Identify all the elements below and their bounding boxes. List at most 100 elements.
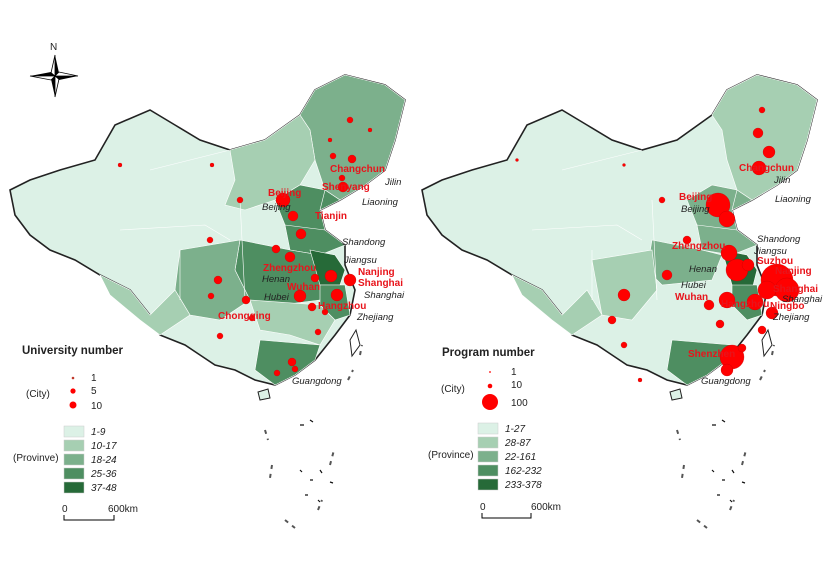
city-label: Shenzhen bbox=[688, 349, 735, 360]
province-borders bbox=[119, 149, 246, 301]
province-label: Liaoning bbox=[775, 194, 812, 205]
scale-bar bbox=[63, 515, 115, 521]
legend-swatch bbox=[63, 481, 85, 494]
city-dot bbox=[275, 192, 291, 208]
province-label: Hubei bbox=[264, 292, 290, 303]
city-dot bbox=[236, 196, 244, 204]
city-label: Hangzhou bbox=[721, 299, 769, 310]
city-dot bbox=[757, 325, 767, 335]
city-dot bbox=[752, 127, 764, 139]
legend-swatch bbox=[477, 464, 499, 477]
south-sea-islands bbox=[711, 419, 746, 503]
city-dot bbox=[213, 275, 223, 285]
city-dot bbox=[718, 291, 736, 309]
city-label: Changchun bbox=[739, 163, 794, 174]
city-dot bbox=[284, 251, 296, 263]
province-label: Henan bbox=[262, 274, 290, 285]
legend-class-label: 233-378 bbox=[504, 480, 542, 491]
left-map-labels: Changchun Shenyang Beijing Tianjin Zheng… bbox=[218, 164, 405, 387]
city-dot bbox=[746, 293, 764, 311]
province-region bbox=[254, 339, 321, 386]
province-label: Shandong bbox=[342, 237, 386, 248]
city-dot bbox=[762, 145, 776, 159]
province-label: Jilin bbox=[384, 177, 401, 188]
legend-class-label: 37-48 bbox=[91, 483, 117, 494]
province-region bbox=[99, 274, 191, 336]
city-label: Beijing bbox=[679, 192, 712, 203]
city-label: Hangzhou bbox=[318, 301, 366, 312]
scale-start: 0 bbox=[62, 504, 68, 515]
city-dot bbox=[622, 163, 626, 167]
city-dot bbox=[307, 302, 317, 312]
province-region bbox=[696, 224, 758, 256]
city-dot bbox=[293, 289, 307, 303]
city-dot bbox=[715, 319, 725, 329]
city-label: Tianjin bbox=[315, 211, 347, 222]
city-dot bbox=[751, 160, 767, 176]
city-dot bbox=[367, 127, 373, 133]
province-borders bbox=[531, 149, 658, 301]
scale-bar bbox=[481, 513, 532, 519]
legend-swatch bbox=[477, 478, 499, 491]
city-label: Changchun bbox=[330, 164, 385, 175]
province-label: Hubei bbox=[681, 280, 707, 291]
legend-size-label: 1 bbox=[91, 373, 97, 384]
taiwan-island bbox=[761, 328, 773, 358]
province-label: Shanghai bbox=[782, 294, 823, 305]
legend-size-label: 10 bbox=[91, 401, 103, 412]
program-map bbox=[421, 74, 818, 529]
city-label: Wuhan bbox=[287, 282, 320, 293]
legend-class-label: 1-9 bbox=[91, 427, 106, 438]
city-dot bbox=[758, 106, 766, 114]
province-region bbox=[711, 74, 818, 201]
city-label: Chongqing bbox=[218, 311, 271, 322]
left-legend: University number (City) 1 5 10 (Provinv… bbox=[13, 345, 138, 521]
city-label: Shanghai bbox=[358, 278, 403, 289]
scale-start: 0 bbox=[480, 502, 486, 513]
legend-city-label: (City) bbox=[441, 384, 465, 395]
province-label: Guangdong bbox=[292, 376, 342, 387]
city-dot bbox=[705, 192, 731, 218]
city-dot bbox=[295, 228, 307, 240]
province-region bbox=[591, 249, 658, 321]
city-dot bbox=[346, 116, 354, 124]
legend-class-label: 25-36 bbox=[90, 469, 117, 480]
taiwan-island bbox=[349, 328, 361, 358]
province-label: Liaoning bbox=[362, 197, 399, 208]
city-dot bbox=[321, 308, 329, 316]
legend-swatch bbox=[477, 450, 499, 463]
city-dot bbox=[207, 292, 215, 300]
legend-title: Program number bbox=[442, 347, 535, 359]
legend-size-label: 5 bbox=[91, 386, 97, 397]
north-arrow-icon: N bbox=[29, 42, 79, 98]
city-dot bbox=[637, 377, 643, 383]
province-label: Jiangsu bbox=[343, 255, 377, 266]
city-label: Zhengzhou bbox=[263, 263, 316, 274]
legend-class-label: 162-232 bbox=[505, 466, 542, 477]
city-label: Nanjing bbox=[358, 267, 395, 278]
legend-province-label: (Provinve) bbox=[13, 453, 59, 464]
city-label: Shenyang bbox=[322, 182, 370, 193]
scale-end: 600km bbox=[108, 504, 138, 515]
legend-swatch bbox=[477, 436, 499, 449]
city-dot bbox=[329, 152, 337, 160]
legend-title: University number bbox=[22, 345, 123, 357]
province-label: Shandong bbox=[757, 234, 801, 245]
city-dot bbox=[718, 210, 736, 228]
city-label: Beijing bbox=[268, 188, 301, 199]
right-map-labels: Changchun Beijing Zhengzhou Suzhou Nanji… bbox=[672, 163, 823, 387]
legend-province-label: (Province) bbox=[428, 450, 474, 461]
city-dot bbox=[741, 258, 755, 272]
city-dot bbox=[330, 288, 344, 302]
city-dot bbox=[765, 306, 779, 320]
legend-class-label: 10-17 bbox=[91, 441, 117, 452]
province-label: Jilin bbox=[773, 175, 790, 186]
city-label: Ningbo bbox=[770, 301, 804, 312]
hainan-island bbox=[257, 388, 271, 401]
province-label: Jiangsu bbox=[753, 246, 787, 257]
city-dot bbox=[737, 343, 747, 353]
province-label: Henan bbox=[689, 264, 717, 275]
city-label: Nanjing bbox=[775, 266, 812, 277]
university-map bbox=[9, 74, 406, 529]
